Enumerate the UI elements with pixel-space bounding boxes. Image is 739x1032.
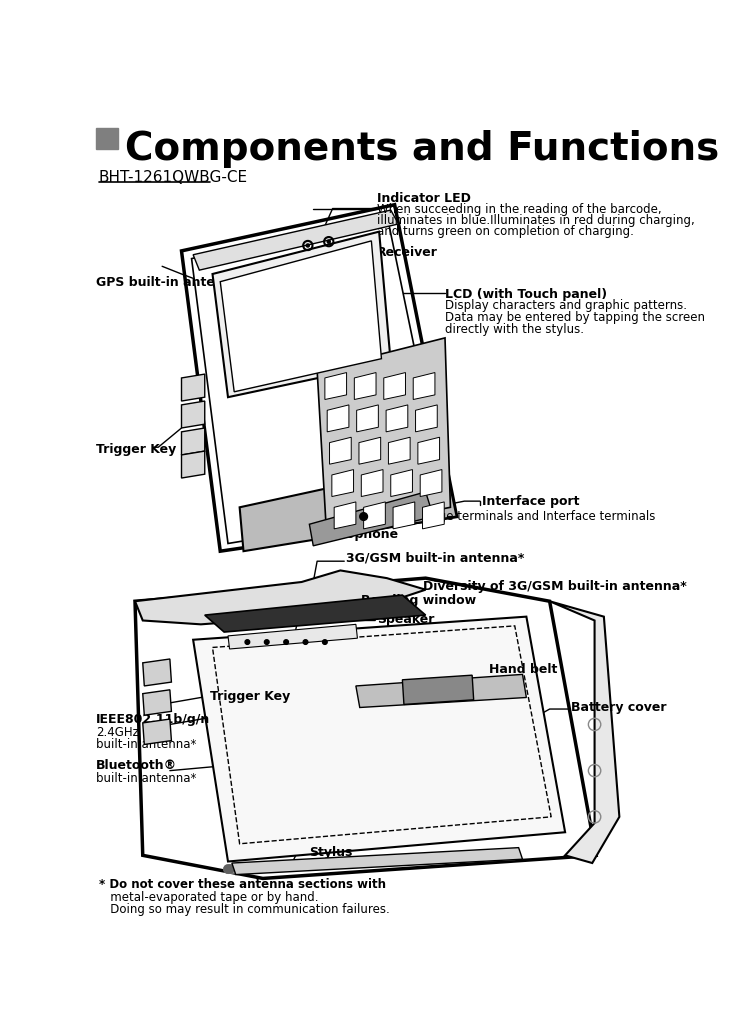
Polygon shape [232,847,522,874]
Polygon shape [420,470,442,496]
Polygon shape [393,502,415,528]
Circle shape [306,244,310,247]
Polygon shape [213,231,391,397]
Polygon shape [239,462,457,551]
Polygon shape [143,689,171,715]
Polygon shape [228,624,358,649]
Text: 2.4GHz: 2.4GHz [96,725,139,739]
Polygon shape [354,373,376,399]
Text: GPS built-in antenna*: GPS built-in antenna* [96,277,248,289]
Text: Data may be entered by tapping the screen: Data may be entered by tapping the scree… [445,311,705,324]
Polygon shape [193,617,565,862]
Text: LCD (with Touch panel): LCD (with Touch panel) [445,288,607,301]
Polygon shape [317,337,451,531]
Circle shape [303,640,308,644]
Polygon shape [423,502,444,528]
Text: Reading window: Reading window [361,593,477,607]
Text: built-in antenna*: built-in antenna* [96,738,197,751]
Text: Trigger Key: Trigger Key [210,689,290,703]
Text: Display characters and graphic patterns.: Display characters and graphic patterns. [445,299,687,313]
Polygon shape [191,215,447,544]
Text: Hand belt: Hand belt [489,663,557,676]
Circle shape [327,240,330,244]
Polygon shape [402,675,474,705]
Polygon shape [135,578,596,878]
Text: Doing so may result in communication failures.: Doing so may result in communication fai… [98,903,389,916]
Polygon shape [332,470,353,496]
Polygon shape [356,674,526,708]
Text: Receiver: Receiver [377,246,437,258]
Polygon shape [182,428,205,455]
Circle shape [284,640,288,644]
Text: Bluetooth®: Bluetooth® [96,760,177,772]
Text: and turns green on completion of charging.: and turns green on completion of chargin… [377,225,633,237]
Polygon shape [327,405,349,431]
Polygon shape [361,470,383,496]
Text: Battery cover: Battery cover [571,702,666,714]
Text: Components and Functions: Components and Functions [125,130,719,168]
Text: Stylus: Stylus [310,846,353,859]
Polygon shape [357,405,378,431]
Polygon shape [334,502,356,528]
Polygon shape [364,502,385,528]
Polygon shape [143,719,171,744]
Polygon shape [205,595,426,632]
Text: built-in antenna*: built-in antenna* [96,772,197,785]
Polygon shape [359,438,381,464]
Circle shape [322,640,327,644]
Bar [96,128,118,150]
Circle shape [265,640,269,644]
Polygon shape [310,492,433,546]
Polygon shape [386,405,408,431]
Text: Speaker: Speaker [377,613,435,625]
Text: Interface port: Interface port [483,495,579,508]
Polygon shape [415,405,437,431]
Polygon shape [143,659,171,686]
Text: When succeeding in the reading of the barcode,: When succeeding in the reading of the ba… [377,203,661,216]
Text: BHT charge terminals and Interface terminals: BHT charge terminals and Interface termi… [384,511,655,523]
Text: Indicator LED: Indicator LED [377,192,471,204]
Text: BHT-1261QWBG-CE: BHT-1261QWBG-CE [98,170,248,185]
Polygon shape [135,571,426,624]
Polygon shape [550,602,619,863]
Text: directly with the stylus.: directly with the stylus. [445,322,584,335]
Polygon shape [220,240,381,392]
Polygon shape [413,373,435,399]
Circle shape [360,513,367,520]
Polygon shape [418,438,440,464]
Polygon shape [182,401,205,428]
Polygon shape [182,374,205,401]
Text: 3G/GSM built-in antenna*: 3G/GSM built-in antenna* [346,551,524,565]
Text: illuminates in blue.Illuminates in red during charging,: illuminates in blue.Illuminates in red d… [377,214,695,227]
Polygon shape [384,373,406,399]
Polygon shape [182,451,205,478]
Polygon shape [325,373,347,399]
Polygon shape [330,438,351,464]
Text: Microphone: Microphone [317,528,399,541]
Text: Diversity of 3G/GSM built-in antenna*: Diversity of 3G/GSM built-in antenna* [423,580,687,593]
Circle shape [245,640,250,644]
Polygon shape [391,470,412,496]
Polygon shape [389,438,410,464]
Text: Trigger Key: Trigger Key [96,444,177,456]
Polygon shape [193,211,398,270]
Text: * Do not cover these antenna sections with: * Do not cover these antenna sections wi… [98,878,386,892]
Text: IEEE802.11b/g/n: IEEE802.11b/g/n [96,713,211,725]
Text: metal-evaporated tape or by hand.: metal-evaporated tape or by hand. [98,891,318,904]
Polygon shape [182,204,457,551]
